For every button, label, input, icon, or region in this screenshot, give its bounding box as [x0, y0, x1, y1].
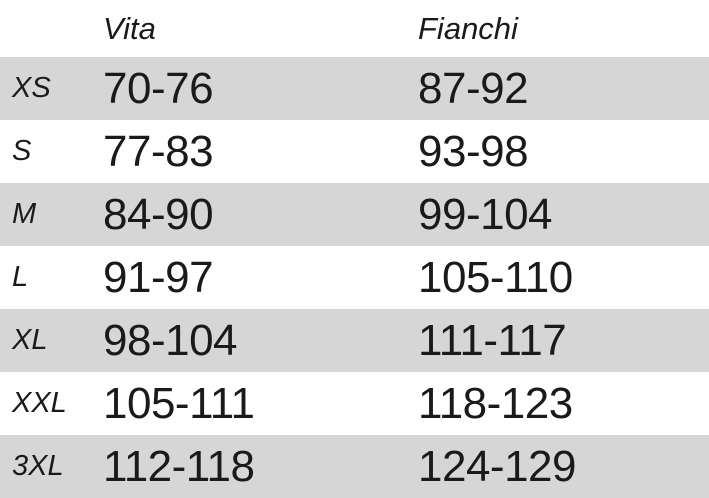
size-cell: 3XL — [12, 450, 64, 482]
size-cell: XL — [12, 324, 48, 356]
table-row-l: L 91-97 105-110 — [0, 246, 709, 309]
fianchi-cell: 111-117 — [418, 315, 567, 365]
vita-cell: 91-97 — [103, 252, 214, 302]
size-cell: M — [12, 198, 37, 230]
fianchi-cell: 99-104 — [418, 189, 553, 239]
vita-cell: 84-90 — [103, 189, 214, 239]
size-cell: XS — [12, 72, 51, 104]
vita-cell: 112-118 — [103, 441, 255, 491]
fianchi-cell: 87-92 — [418, 63, 529, 113]
vita-cell: 98-104 — [103, 315, 238, 365]
table-row-xs: XS 70-76 87-92 — [0, 57, 709, 120]
table-row-s: S 77-83 93-98 — [0, 120, 709, 183]
table-row-xl: XL 98-104 111-117 — [0, 309, 709, 372]
table-row-3xl: 3XL 112-118 124-129 — [0, 435, 709, 498]
header-vita: Vita — [103, 10, 156, 46]
vita-cell: 105-111 — [103, 378, 255, 428]
vita-cell: 77-83 — [103, 126, 214, 176]
table-row-xxl: XXL 105-111 118-123 — [0, 372, 709, 435]
size-cell: L — [12, 261, 29, 293]
fianchi-cell: 118-123 — [418, 378, 573, 428]
header-fianchi: Fianchi — [418, 10, 518, 46]
table-header-row: Vita Fianchi — [0, 0, 709, 57]
fianchi-cell: 93-98 — [418, 126, 529, 176]
fianchi-cell: 105-110 — [418, 252, 573, 302]
table-row-m: M 84-90 99-104 — [0, 183, 709, 246]
size-cell: S — [12, 135, 32, 167]
size-cell: XXL — [12, 387, 67, 419]
fianchi-cell: 124-129 — [418, 441, 576, 491]
vita-cell: 70-76 — [103, 63, 214, 113]
